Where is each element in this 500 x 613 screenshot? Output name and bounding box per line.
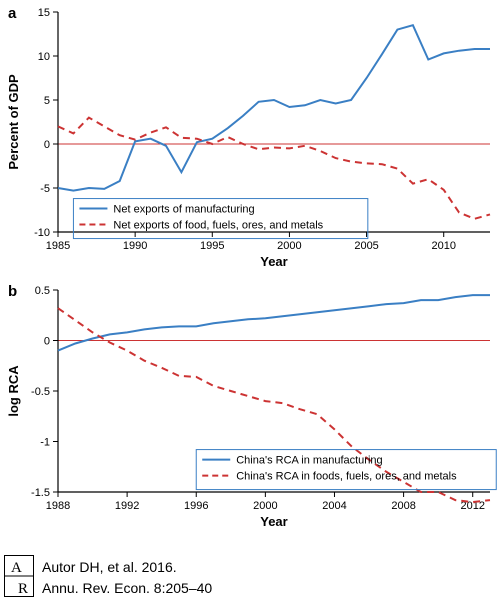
series-rca_manufacturing bbox=[58, 295, 490, 351]
y-tick-label: 15 bbox=[38, 7, 50, 19]
citation-line1: Autor DH, et al. 2016. bbox=[42, 557, 212, 578]
ar-logo: A R bbox=[4, 555, 34, 597]
x-tick-label: 2004 bbox=[322, 500, 346, 512]
x-tick-label: 1992 bbox=[115, 500, 139, 512]
panel-label: b bbox=[8, 283, 17, 300]
x-tick-label: 2008 bbox=[391, 500, 415, 512]
citation-line2: Annu. Rev. Econ. 8:205–40 bbox=[42, 578, 212, 599]
x-tick-label: 2000 bbox=[253, 500, 277, 512]
panel-b: b-1.5-1-0.500.51988199219962000200420082… bbox=[0, 280, 500, 530]
legend-label: Net exports of manufacturing bbox=[113, 204, 254, 216]
x-tick-label: 1995 bbox=[200, 240, 224, 252]
y-tick-label: 10 bbox=[38, 51, 50, 63]
x-axis-label: Year bbox=[260, 514, 287, 529]
legend-label: Net exports of food, fuels, ores, and me… bbox=[113, 220, 323, 232]
x-tick-label: 1996 bbox=[184, 500, 208, 512]
x-tick-label: 1988 bbox=[46, 500, 70, 512]
legend-label: China's RCA in manufacturing bbox=[236, 455, 382, 467]
x-tick-label: 1990 bbox=[123, 240, 147, 252]
y-axis-label: log RCA bbox=[6, 365, 21, 417]
svg-text:A: A bbox=[11, 560, 22, 576]
x-tick-label: 2005 bbox=[354, 240, 378, 252]
panel-b-svg: b-1.5-1-0.500.51988199219962000200420082… bbox=[0, 280, 500, 530]
citation-footer: A R Autor DH, et al. 2016. Annu. Rev. Ec… bbox=[0, 549, 500, 609]
y-tick-label: 0.5 bbox=[35, 285, 50, 297]
y-tick-label: 0 bbox=[44, 336, 50, 348]
y-tick-label: 0 bbox=[44, 139, 50, 151]
svg-text:R: R bbox=[18, 581, 28, 596]
x-tick-label: 1985 bbox=[46, 240, 70, 252]
chart-page: a-10-5051015198519901995200020052010Perc… bbox=[0, 0, 500, 613]
panel-label: a bbox=[8, 5, 17, 22]
x-axis-label: Year bbox=[260, 254, 287, 269]
citation-text: Autor DH, et al. 2016. Annu. Rev. Econ. … bbox=[42, 557, 212, 599]
panel-a: a -10 -5 0 5 10 15 1985 1990 1995 2000 2005 2010 Perc… bbox=[0, 0, 500, 270]
y-tick-label: 5 bbox=[44, 95, 50, 107]
series-manufacturing bbox=[58, 25, 490, 190]
x-tick-label: 2000 bbox=[277, 240, 301, 252]
legend-label: China's RCA in foods, fuels, ores, and m… bbox=[236, 471, 457, 483]
y-tick-label: -0.5 bbox=[31, 386, 50, 398]
y-tick-label: -1 bbox=[40, 437, 50, 449]
y-tick-label: -1.5 bbox=[31, 487, 50, 499]
x-tick-label: 2010 bbox=[431, 240, 455, 252]
y-tick-label: -10 bbox=[34, 227, 50, 239]
panel-a-svg: a -10 -5 0 5 10 15 1985 1990 1995 2000 2005 2010 Perc… bbox=[0, 0, 500, 270]
y-axis-label: Percent of GDP bbox=[6, 74, 21, 170]
y-tick-label: -5 bbox=[40, 183, 50, 195]
